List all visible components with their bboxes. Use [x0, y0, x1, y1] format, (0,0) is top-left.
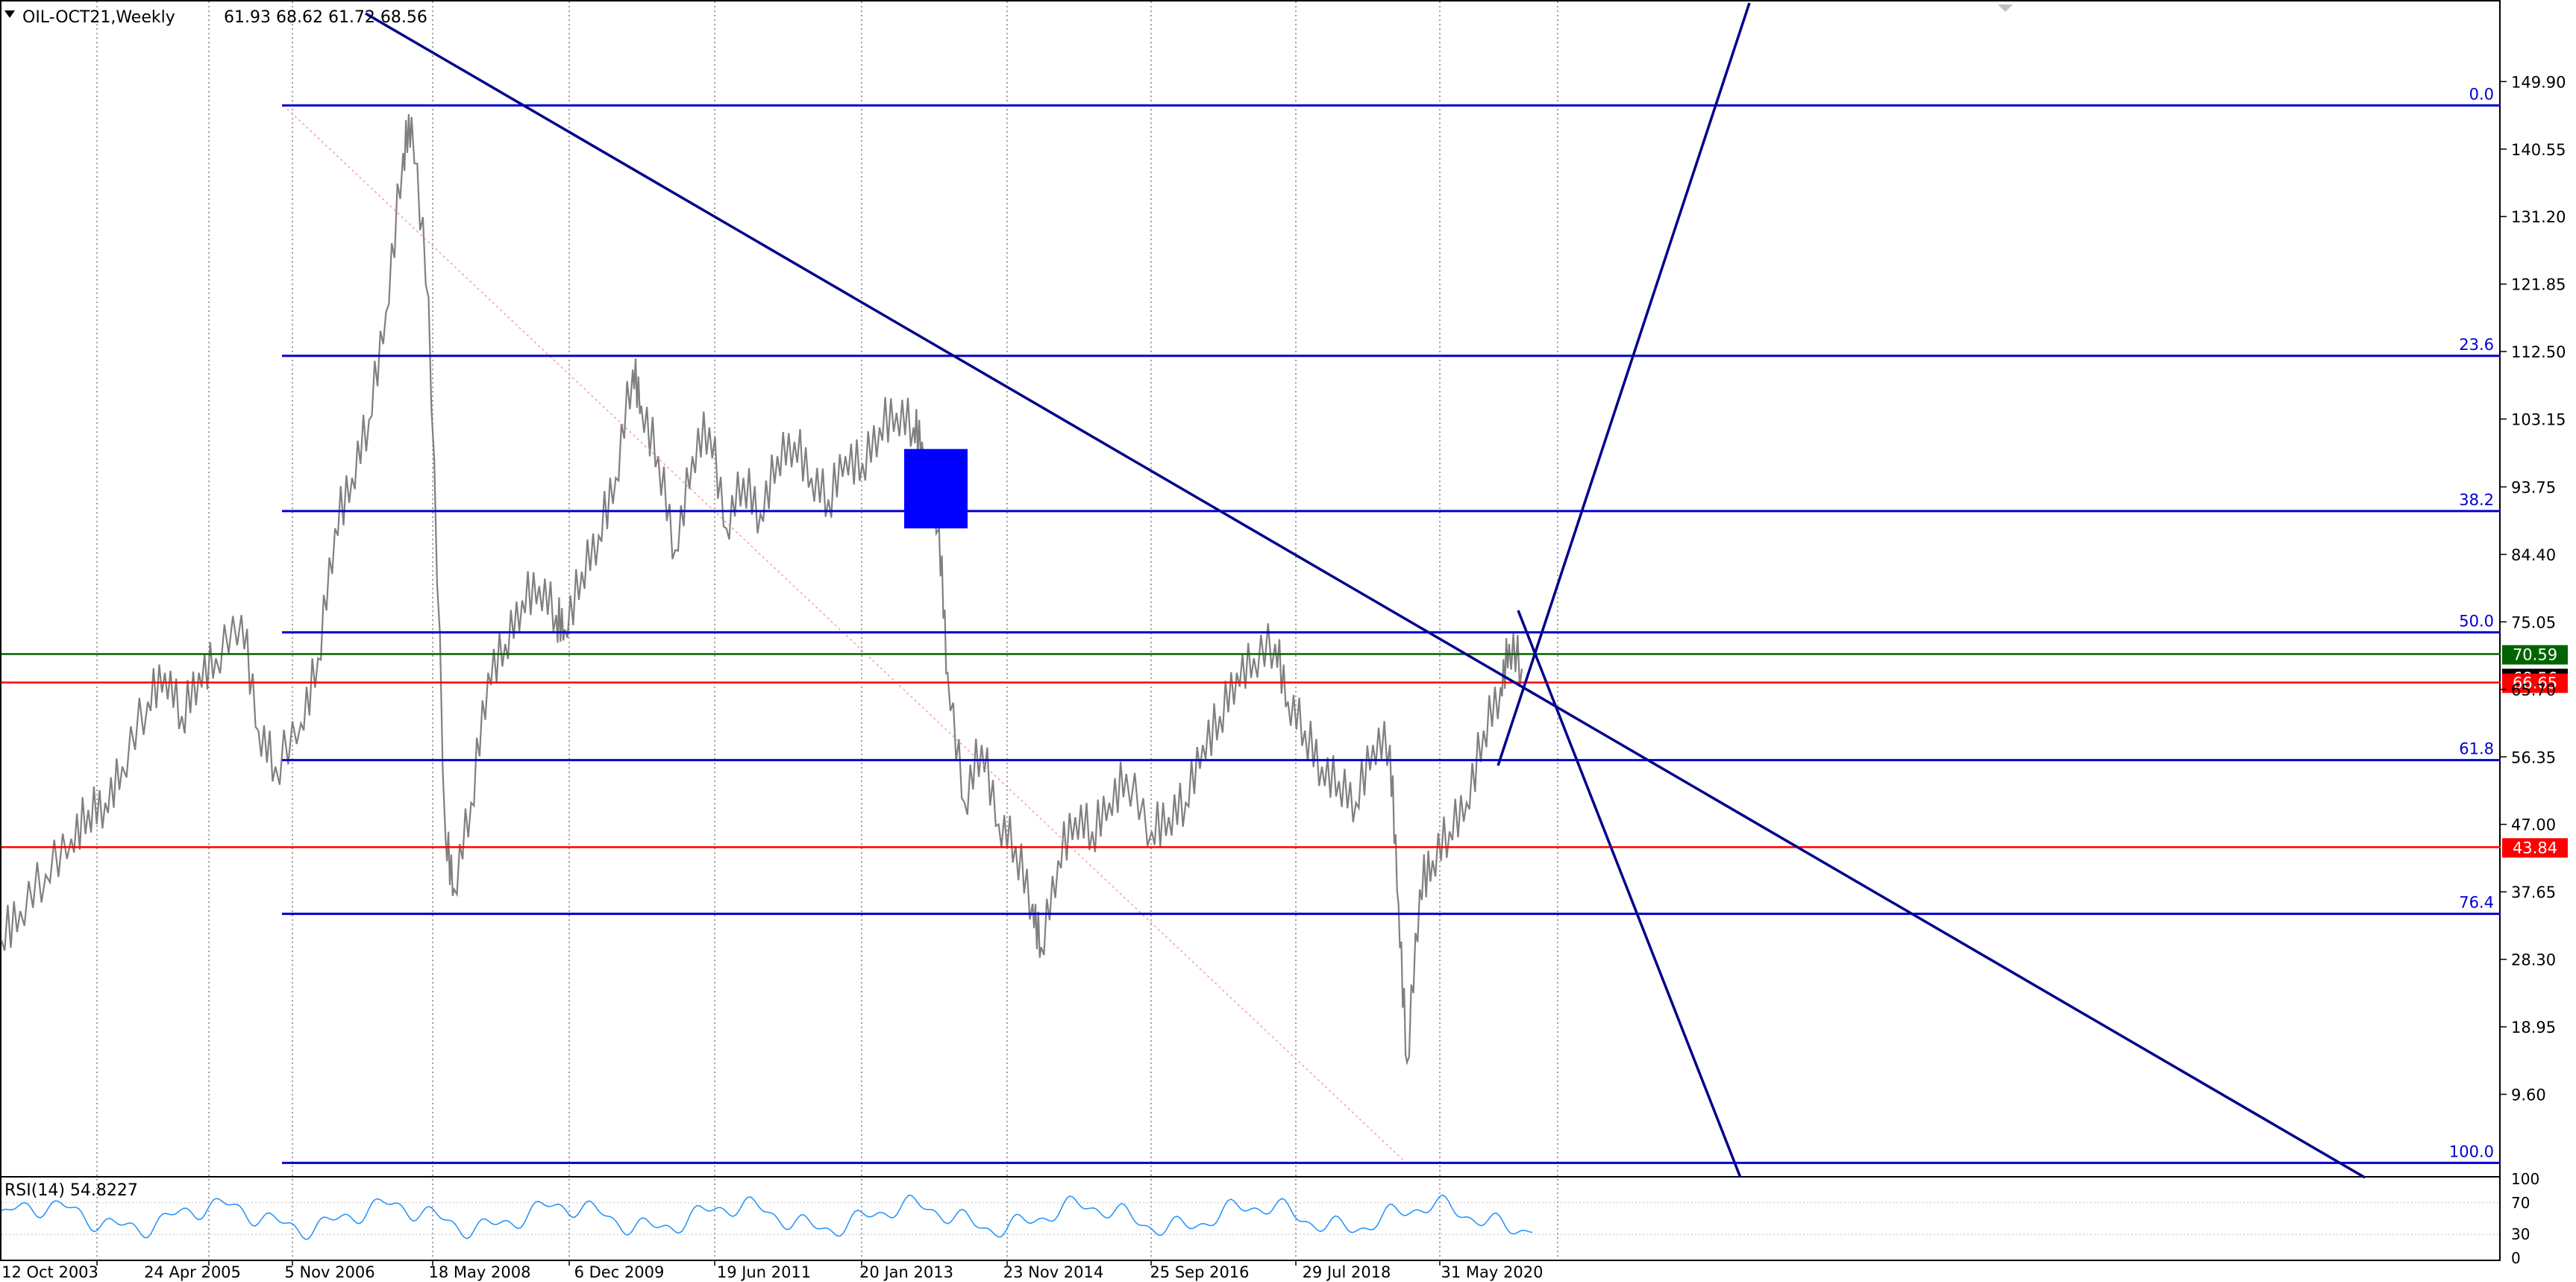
rsi-axis-label: 30 — [2511, 1225, 2530, 1243]
fib-anchor-line — [283, 104, 1407, 1163]
price-tick-label: 65.70 — [2511, 681, 2556, 699]
fib-label-0.0: 0.0 — [2469, 85, 2494, 103]
price-line — [0, 113, 1523, 1066]
rsi-pane: 100 70 30 0 — [1, 1170, 2539, 1267]
time-tick-label: 31 May 2020 — [1441, 1263, 1544, 1281]
rsi-line — [1, 1194, 1533, 1240]
chart-ohlc: 61.93 68.62 61.72 68.56 — [224, 8, 427, 27]
level-tag-66.65 — [2502, 673, 2568, 693]
price-tick-label: 47.00 — [2511, 816, 2556, 834]
chart-symbol: OIL-OCT21,Weekly — [22, 8, 175, 27]
fibonacci-retracement[interactable]: 0.0 23.6 38.2 50.0 61.8 76.4 100.0 — [282, 85, 2501, 1164]
fib-label-50.0: 50.0 — [2459, 612, 2494, 630]
falling-line — [1517, 610, 1742, 1178]
fib-label-100.0: 100.0 — [2449, 1142, 2494, 1160]
time-tick-label: 24 Apr 2005 — [144, 1263, 241, 1281]
time-tick-label: 6 Dec 2009 — [574, 1263, 665, 1281]
level-tag-text-70.59: 70.59 — [2513, 646, 2557, 664]
fib-label-76.4: 76.4 — [2459, 894, 2494, 912]
price-axis: 149.90 140.55 131.20 121.85 112.50 103.15 93.7… — [2501, 73, 2566, 1104]
price-tick-label: 56.35 — [2511, 748, 2556, 766]
time-tick-label: 23 Nov 2014 — [1003, 1263, 1104, 1281]
grid — [96, 1, 1558, 1260]
time-tick-label: 19 Jun 2011 — [717, 1263, 811, 1281]
level-tag-70.59 — [2502, 645, 2568, 665]
price-tick-label: 75.05 — [2511, 613, 2556, 631]
time-axis: 12 Oct 2003 24 Apr 2005 5 Nov 2006 18 May 2… — [1, 1260, 1543, 1281]
price-tick-label: 9.60 — [2511, 1086, 2546, 1104]
price-tick-label: 149.90 — [2511, 73, 2566, 91]
time-tick-label: 29 Jul 2018 — [1303, 1263, 1391, 1281]
price-tick-label: 84.40 — [2511, 546, 2556, 564]
price-tick-label: 131.20 — [2511, 208, 2566, 226]
price-tick-label: 103.15 — [2511, 411, 2566, 429]
price-tick-label: 28.30 — [2511, 951, 2556, 969]
price-tick-label: 18.95 — [2511, 1019, 2556, 1036]
price-tick-label: 140.55 — [2511, 141, 2566, 159]
time-tick-label: 20 Jan 2013 — [859, 1263, 953, 1281]
level-tag-text-66.65: 66.65 — [2513, 675, 2557, 692]
chart-frame — [0, 0, 2501, 1261]
level-tag-43.84 — [2502, 838, 2568, 858]
descending-trendline — [365, 12, 2366, 1179]
rsi-axis-label: 100 — [2511, 1170, 2539, 1188]
shift-indicator-icon[interactable] — [1998, 4, 2013, 12]
fib-label-61.8: 61.8 — [2459, 740, 2494, 758]
price-series — [0, 113, 1523, 1066]
fib-label-38.2: 38.2 — [2459, 491, 2494, 509]
trendlines[interactable] — [365, 2, 2366, 1179]
time-tick-label: 25 Sep 2016 — [1150, 1263, 1249, 1281]
highlight-box — [904, 448, 968, 529]
ascending-line — [1497, 2, 1751, 766]
price-tick-label: 112.50 — [2511, 343, 2566, 361]
time-tick-label: 12 Oct 2003 — [1, 1263, 98, 1281]
header-menu-icon[interactable] — [4, 10, 15, 18]
time-tick-label: 18 May 2008 — [429, 1263, 531, 1281]
rsi-axis-label: 0 — [2511, 1249, 2521, 1267]
level-tag-text-43.84: 43.84 — [2513, 839, 2557, 857]
price-tick-label: 121.85 — [2511, 276, 2566, 294]
price-tick-label: 37.65 — [2511, 884, 2556, 901]
rsi-label: RSI(14) 54.8227 — [4, 1181, 138, 1200]
rsi-axis-label: 70 — [2511, 1194, 2530, 1212]
time-tick-label: 5 Nov 2006 — [284, 1263, 375, 1281]
fib-label-23.6: 23.6 — [2459, 336, 2494, 354]
price-tick-label: 93.75 — [2511, 478, 2556, 496]
